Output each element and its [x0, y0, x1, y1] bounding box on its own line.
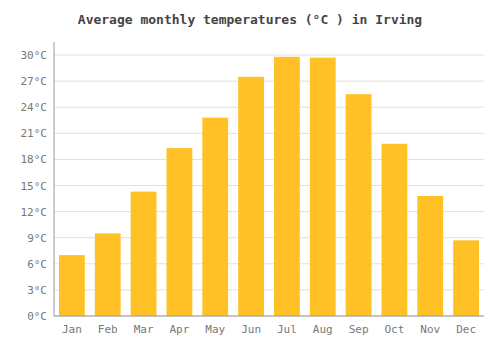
grid-line [54, 159, 484, 160]
x-axis: Jan Feb Mar Apr May Jun Jul Aug Sep Oct Nov Dec [62, 323, 476, 336]
x-tick-label: Jun [241, 323, 261, 336]
y-tick-label: 27°C [21, 75, 48, 88]
bar [346, 94, 372, 316]
bar [382, 144, 408, 316]
y-tick-label: 9°C [27, 232, 47, 245]
chart-container: Average monthly temperatures (°C ) in Ir… [0, 0, 500, 350]
grid-line [54, 81, 484, 82]
y-tick-label: 21°C [21, 127, 48, 140]
x-tick-label: Mar [134, 323, 154, 336]
y-axis: 0°C 3°C 6°C 9°C 12°C 15°C 18°C 21°C 24°C 27°C 30°C [21, 49, 48, 323]
grid [54, 55, 484, 316]
y-axis-line [54, 42, 55, 316]
bar [167, 148, 193, 316]
y-tick-label: 3°C [27, 284, 47, 297]
title: Average monthly temperatures (°C ) in Ir… [78, 12, 422, 27]
x-tick-label: Jan [62, 323, 82, 336]
bar [95, 233, 121, 316]
y-tick-label: 24°C [21, 101, 48, 114]
y-tick-label: 30°C [21, 49, 48, 62]
bar [238, 77, 264, 316]
x-tick-label: Oct [384, 323, 404, 336]
x-tick-label: May [205, 323, 225, 336]
grid-line [54, 107, 484, 108]
y-tick-label: 12°C [21, 206, 48, 219]
bar [202, 118, 228, 316]
grid-line [54, 185, 484, 186]
bar [417, 196, 443, 316]
grid-line [54, 55, 484, 56]
x-tick-label: Feb [98, 323, 118, 336]
x-tick-label: Apr [169, 323, 189, 336]
bar [59, 255, 85, 316]
y-tick-label: 0°C [27, 310, 47, 323]
y-tick-label: 15°C [21, 180, 48, 193]
y-tick-label: 18°C [21, 153, 48, 166]
x-axis-line [54, 316, 484, 317]
bar [131, 192, 157, 316]
x-tick-label: Jul [277, 323, 297, 336]
bar [453, 240, 479, 316]
x-tick-label: Nov [420, 323, 440, 336]
x-tick-label: Aug [313, 323, 333, 336]
grid-line [54, 316, 484, 317]
grid-line [54, 133, 484, 134]
x-tick-label: Dec [456, 323, 476, 336]
y-tick-label: 6°C [27, 258, 47, 271]
bars [59, 57, 479, 316]
x-tick-label: Sep [349, 323, 369, 336]
bar [274, 57, 300, 316]
bar [310, 58, 336, 316]
chart: Average monthly temperatures (°C ) in Ir… [0, 0, 500, 350]
